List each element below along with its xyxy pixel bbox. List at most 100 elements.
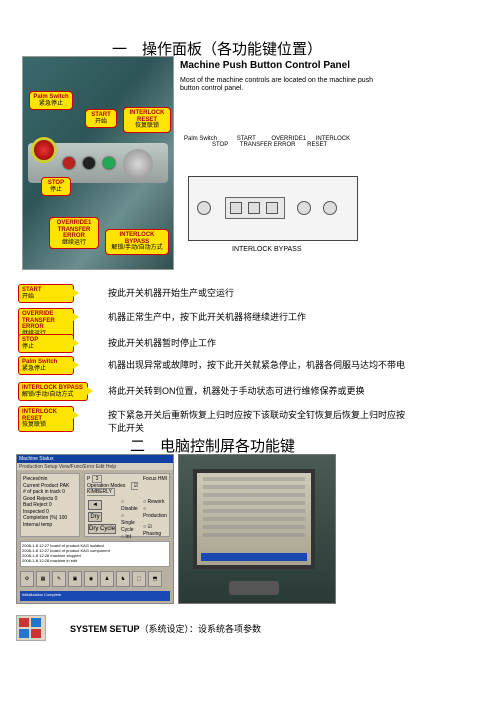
arrow-prev-button[interactable]: ◄ xyxy=(88,500,102,510)
sw-right-panel: P 3 Focus HMI Operation Modes ☑ KIMBERLY… xyxy=(84,473,170,537)
tag-en: START xyxy=(22,287,70,294)
sw-icon-row: ⚙ ▦ ✎ ▣ ◉ ♟ ♞ ⬚ ⬒ xyxy=(20,571,170,589)
sch-btn xyxy=(266,202,278,214)
tag-en: STOP xyxy=(22,337,70,344)
monitor-stand xyxy=(229,581,279,595)
callout-zh: 开始 xyxy=(89,119,113,126)
knob-graphic xyxy=(123,149,153,179)
callout-zh: 解锁/手动/自动方式 xyxy=(109,245,165,252)
palm-button-graphic xyxy=(31,137,57,163)
row-desc: 按此开关机器暂时停止工作 xyxy=(108,334,216,349)
monitor-photo xyxy=(178,454,336,604)
sch-block xyxy=(225,197,285,219)
callout-en: OVERRIDE1 TRANSFER ERROR xyxy=(53,220,95,240)
toolbar-icon[interactable]: ▦ xyxy=(36,571,50,587)
red-button-graphic xyxy=(63,157,75,169)
toolbar-icon[interactable]: ✎ xyxy=(52,571,66,587)
sch-btn xyxy=(230,202,242,214)
sw-messages: 2008-1-8 12:27 board of product KAG isol… xyxy=(20,541,170,567)
val: 3 xyxy=(92,475,103,483)
row-desc: 按下紧急开关后重新恢复上归时应按下该联动安全钉恢复后恢复上归时应按下此开关 xyxy=(108,406,408,434)
radio[interactable]: Rework xyxy=(143,499,167,506)
desc-row: Palm Switch紧急停止 机器出现异常或故障时，按下此开关就紧急停止，机器… xyxy=(18,356,405,375)
rest: （系统设定）：设系统各项参数 xyxy=(140,624,262,634)
dry-button[interactable]: Dry xyxy=(88,512,102,522)
sch-knob xyxy=(297,201,311,215)
callout-stop: STOP 停止 xyxy=(41,177,71,196)
bold: SYSTEM SETUP xyxy=(70,624,140,634)
msg: 2008-1-8 12:28 machine in edit xyxy=(22,558,168,563)
sch-knob2 xyxy=(323,201,337,215)
toolbar-icon[interactable]: ⬒ xyxy=(148,571,162,587)
callout-zh: 停止 xyxy=(45,187,67,194)
tag-en: INTERLOCK BYPASS xyxy=(22,385,84,392)
monitor-bluebar xyxy=(201,553,307,561)
chk: KIMBERLY xyxy=(87,489,112,495)
callout-en: INTERLOCK BYPASS xyxy=(109,232,165,245)
toolbar-icon[interactable]: ▣ xyxy=(68,571,82,587)
black-button-graphic xyxy=(83,157,95,169)
desc-row: INTERLOCK RESET恢复联锁 按下紧急开关后重新恢复上归时应按下该联动… xyxy=(18,406,408,434)
callout-palm: Palm Switch 紧急停止 xyxy=(29,91,73,110)
tag-en: OVERRIDE TRANSFER ERROR xyxy=(22,311,70,331)
tag-zh: 开始 xyxy=(22,294,34,300)
callout-ibypass: INTERLOCK BYPASS 解锁/手动/自动方式 xyxy=(105,229,169,255)
sw-left-panel: Pieces/min Current Product PAK # of pack… xyxy=(20,473,80,537)
row-tag: INTERLOCK BYPASS解锁/手动/自动方式 xyxy=(18,382,88,401)
callout-zh: 继续运行 xyxy=(53,240,95,247)
sw-menu: Production Setup View/Func/Error Edit He… xyxy=(17,463,173,470)
diagram-desc: Most of the machine controls are located… xyxy=(180,77,375,94)
row-tag: Palm Switch紧急停止 xyxy=(18,356,74,375)
callout-en: START xyxy=(89,112,113,119)
field: Internal temp xyxy=(23,522,77,529)
diagram-bottom-label: INTERLOCK BYPASS xyxy=(232,246,302,253)
lbl: TRANSFER ERROR xyxy=(240,142,296,148)
tag-zh: 恢复联锁 xyxy=(22,422,46,428)
callout-en: Palm Switch xyxy=(33,94,69,101)
system-setup-icon[interactable] xyxy=(16,615,46,641)
row-tag: START开始 xyxy=(18,284,74,303)
schematic-box xyxy=(188,176,358,241)
lbl: Focus HMI xyxy=(143,476,167,482)
toolbar-icon[interactable]: ⬚ xyxy=(132,571,146,587)
desc-row: START开始 按此开关机器开始生产或空运行 xyxy=(18,284,234,303)
callout-en: STOP xyxy=(45,180,67,187)
radio[interactable]: Production xyxy=(143,506,167,520)
row-desc: 按此开关机器开始生产或空运行 xyxy=(108,284,234,299)
desc-row: STOP停止 按此开关机器暂时停止工作 xyxy=(18,334,216,353)
tag-en: Palm Switch xyxy=(22,359,70,366)
callout-zh: 紧急停止 xyxy=(33,101,69,108)
callout-en: INTERLOCK RESET xyxy=(127,110,167,123)
radio[interactable]: Disable xyxy=(121,499,139,513)
diagram-title: Machine Push Button Control Panel xyxy=(180,60,375,71)
control-panel-diagram: Machine Push Button Control Panel Most o… xyxy=(180,56,375,270)
tag-zh: 紧急停止 xyxy=(22,366,46,372)
callout-start: START 开始 xyxy=(85,109,117,128)
lbl: P xyxy=(87,476,90,482)
row-tag: STOP停止 xyxy=(18,334,74,353)
diagram-top-labels: Palm Switch START OVERRIDE1 INTERLOCK ST… xyxy=(180,136,375,148)
section2-heading: 二 电脑控制屏各功能键 xyxy=(130,435,295,456)
monitor-screen xyxy=(193,469,315,569)
toolbar-icon[interactable]: ⚙ xyxy=(20,571,34,587)
row-desc: 机器正常生产中，按下此开关机器将继续进行工作 xyxy=(108,308,306,323)
toolbar-icon[interactable]: ◉ xyxy=(84,571,98,587)
toolbar-icon[interactable]: ♞ xyxy=(116,571,130,587)
callout-zh: 恢复联锁 xyxy=(127,123,167,130)
sw-status-bar: Initialization Complete. xyxy=(20,591,170,601)
system-setup-text: SYSTEM SETUP（系统设定）：设系统各项参数 xyxy=(70,622,261,635)
chk[interactable]: Phasing xyxy=(143,531,161,537)
toolbar-icon[interactable]: ♟ xyxy=(100,571,114,587)
drycycle-button[interactable]: Dry Cycle xyxy=(88,524,116,534)
bottom-row: SYSTEM SETUP（系统设定）：设系统各项参数 xyxy=(16,615,261,641)
green-button-graphic xyxy=(103,157,115,169)
sw-titlebar: Machine Status xyxy=(17,455,173,463)
lbl: RESET xyxy=(307,142,327,148)
control-panel-photo: Palm Switch 紧急停止 START 开始 INTERLOCK RESE… xyxy=(22,56,174,270)
tag-en: INTERLOCK RESET xyxy=(22,409,70,422)
sch-btn xyxy=(248,202,260,214)
row-tag: INTERLOCK RESET恢复联锁 xyxy=(18,406,74,432)
tag-zh: 解锁/手动/自动方式 xyxy=(22,392,73,398)
row-desc: 将此开关转到ON位置，机器处于手动状态可进行维修保养或更换 xyxy=(108,382,365,397)
radio[interactable]: Single Cycle xyxy=(121,513,139,534)
